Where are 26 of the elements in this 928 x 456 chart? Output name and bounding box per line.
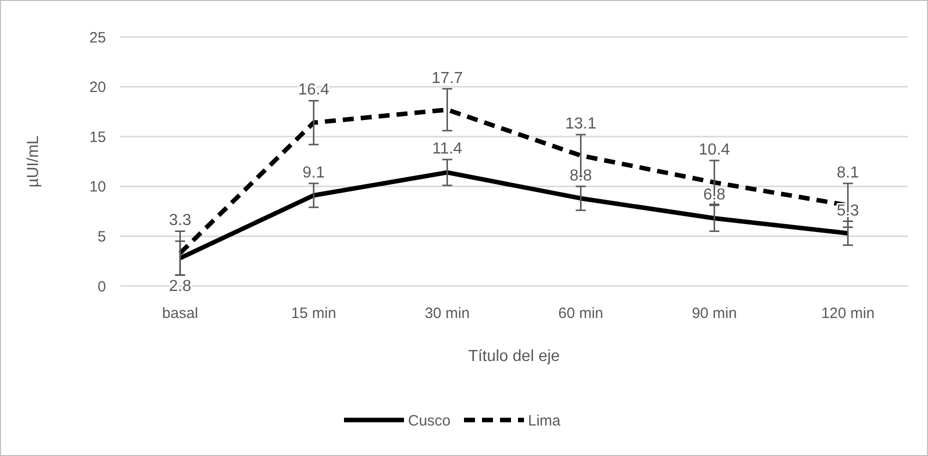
y-axis-title: µUI/mL bbox=[25, 135, 42, 188]
x-tick-label: 60 min bbox=[558, 305, 604, 322]
data-label: 8.1 bbox=[836, 164, 860, 182]
legend-label: Lima bbox=[528, 412, 562, 430]
data-label: 2.8 bbox=[168, 278, 192, 296]
data-label: 10.4 bbox=[698, 142, 730, 159]
y-tick-label: 15 bbox=[89, 128, 106, 146]
data-label: 16.4 bbox=[298, 82, 330, 99]
x-tick-label: 120 min bbox=[821, 305, 875, 322]
y-tick-label: 5 bbox=[98, 228, 106, 246]
data-label: 11.4 bbox=[432, 140, 462, 158]
data-label: 8.8 bbox=[570, 167, 592, 184]
y-tick-label: 25 bbox=[89, 29, 106, 46]
x-tick-label: 15 min bbox=[291, 305, 336, 322]
data-label: 9.1 bbox=[302, 164, 325, 182]
data-label: 3.3 bbox=[168, 212, 192, 230]
y-tick-label: 0 bbox=[98, 278, 106, 296]
data-label: 13.1 bbox=[565, 116, 596, 133]
x-tick-label: 90 min bbox=[692, 305, 737, 322]
y-tick-label: 20 bbox=[89, 79, 106, 96]
legend-label: Cusco bbox=[408, 412, 451, 430]
x-tick-label: basal bbox=[162, 305, 198, 322]
x-tick-label: 30 min bbox=[424, 305, 470, 322]
x-axis-title: Título del eje bbox=[468, 348, 560, 365]
y-tick-label: 10 bbox=[89, 178, 106, 196]
data-label: 17.7 bbox=[432, 70, 463, 87]
